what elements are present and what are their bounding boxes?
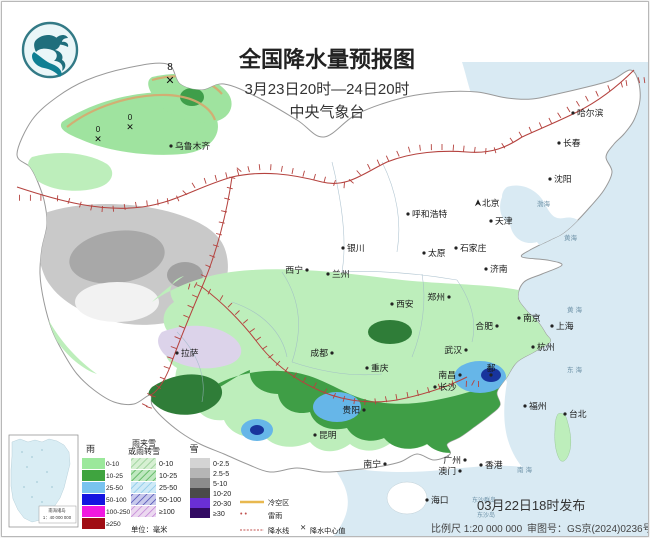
svg-text:0: 0 [96, 125, 101, 134]
svg-text:03月22日18时发布: 03月22日18时发布 [477, 498, 585, 513]
svg-text:或雨转雪: 或雨转雪 [128, 446, 160, 456]
svg-text:台北: 台北 [569, 408, 587, 419]
svg-text:杭州: 杭州 [537, 341, 555, 352]
svg-text:雪: 雪 [189, 444, 198, 454]
svg-text:≥100: ≥100 [159, 508, 175, 516]
svg-text:合肥: 合肥 [475, 320, 493, 331]
svg-text:鄱: 鄱 [487, 363, 496, 373]
svg-text:✕: ✕ [165, 75, 174, 87]
svg-text:贵阳: 贵阳 [342, 404, 360, 415]
svg-text:3月23日20时—24日20时: 3月23日20时—24日20时 [244, 81, 409, 98]
svg-text:0-2.5: 0-2.5 [213, 460, 229, 468]
svg-text:10-25: 10-25 [159, 472, 177, 480]
svg-text:降水中心值: 降水中心值 [310, 526, 345, 535]
svg-text:西宁: 西宁 [285, 264, 303, 275]
svg-text:成都: 成都 [310, 347, 328, 358]
svg-text:审图号：GS京(2024)0236号: 审图号：GS京(2024)0236号 [527, 522, 648, 535]
svg-text:5-10: 5-10 [213, 480, 227, 488]
svg-text:上海: 上海 [556, 320, 574, 331]
svg-text:1：40 000 000: 1：40 000 000 [43, 515, 72, 520]
svg-text:✕: ✕ [300, 523, 306, 532]
svg-text:0-10: 0-10 [159, 460, 173, 468]
svg-text:中央气象台: 中央气象台 [289, 104, 364, 121]
svg-text:南昌: 南昌 [438, 369, 456, 380]
svg-text:武汉: 武汉 [444, 344, 462, 355]
svg-text:太原: 太原 [428, 247, 446, 258]
svg-text:10-20: 10-20 [213, 490, 231, 498]
svg-text:冷空区: 冷空区 [268, 498, 289, 507]
svg-text:沈阳: 沈阳 [554, 173, 572, 184]
svg-text:南海诸岛: 南海诸岛 [48, 507, 65, 514]
svg-text:≥30: ≥30 [213, 510, 225, 518]
svg-text:全国降水量预报图: 全国降水量预报图 [238, 47, 415, 72]
svg-text:东海: 东海 [567, 365, 584, 374]
svg-text:拉萨: 拉萨 [181, 347, 199, 358]
svg-text:昆明: 昆明 [319, 430, 337, 440]
svg-text:10-25: 10-25 [106, 473, 123, 480]
svg-text:单位：毫米: 单位：毫米 [131, 525, 168, 534]
svg-text:西安: 西安 [396, 298, 414, 309]
svg-text:降水线: 降水线 [268, 526, 289, 535]
svg-text:渤海: 渤海 [537, 199, 551, 208]
svg-text:• •: • • [240, 510, 247, 518]
svg-text:雨: 雨 [86, 444, 95, 454]
svg-text:天津: 天津 [495, 216, 513, 226]
svg-text:乌鲁木齐: 乌鲁木齐 [175, 140, 210, 151]
svg-text:2.5-5: 2.5-5 [213, 470, 229, 478]
svg-text:0: 0 [128, 113, 133, 122]
svg-text:澳门: 澳门 [438, 465, 456, 476]
svg-text:✕: ✕ [94, 134, 102, 144]
svg-text:长春: 长春 [563, 137, 581, 148]
svg-text:兰州: 兰州 [332, 268, 350, 279]
svg-text:≥250: ≥250 [106, 521, 121, 528]
svg-text:8: 8 [167, 62, 173, 73]
svg-text:郑州: 郑州 [427, 291, 445, 302]
svg-text:福州: 福州 [529, 400, 547, 411]
svg-text:广州: 广州 [443, 454, 461, 465]
svg-text:✕: ✕ [126, 122, 134, 132]
svg-text:黄海: 黄海 [564, 233, 578, 242]
svg-text:哈尔滨: 哈尔滨 [577, 107, 604, 118]
svg-text:50-100: 50-100 [106, 497, 127, 504]
svg-text:石家庄: 石家庄 [460, 242, 487, 253]
svg-text:0-10: 0-10 [106, 461, 120, 468]
svg-text:济南: 济南 [490, 263, 508, 274]
svg-text:北京: 北京 [482, 197, 500, 208]
svg-text:黄海: 黄海 [567, 305, 584, 314]
svg-text:重庆: 重庆 [371, 362, 389, 373]
svg-text:南京: 南京 [523, 312, 541, 323]
svg-text:南宁: 南宁 [363, 458, 381, 469]
svg-text:银川: 银川 [347, 242, 365, 253]
svg-text:呼和浩特: 呼和浩特 [412, 208, 447, 219]
svg-text:雷雨: 雷雨 [268, 512, 282, 520]
svg-text:50-100: 50-100 [159, 496, 181, 504]
svg-text:100-250: 100-250 [106, 509, 131, 516]
svg-text:南海: 南海 [517, 465, 534, 474]
svg-text:香港: 香港 [485, 459, 503, 470]
svg-text:25-50: 25-50 [159, 484, 177, 492]
svg-text:25-50: 25-50 [106, 485, 123, 492]
svg-text:长沙: 长沙 [439, 381, 457, 392]
svg-text:20-30: 20-30 [213, 500, 231, 508]
svg-text:海口: 海口 [431, 494, 449, 505]
svg-text:比例尺 1:20 000 000: 比例尺 1:20 000 000 [431, 522, 523, 535]
